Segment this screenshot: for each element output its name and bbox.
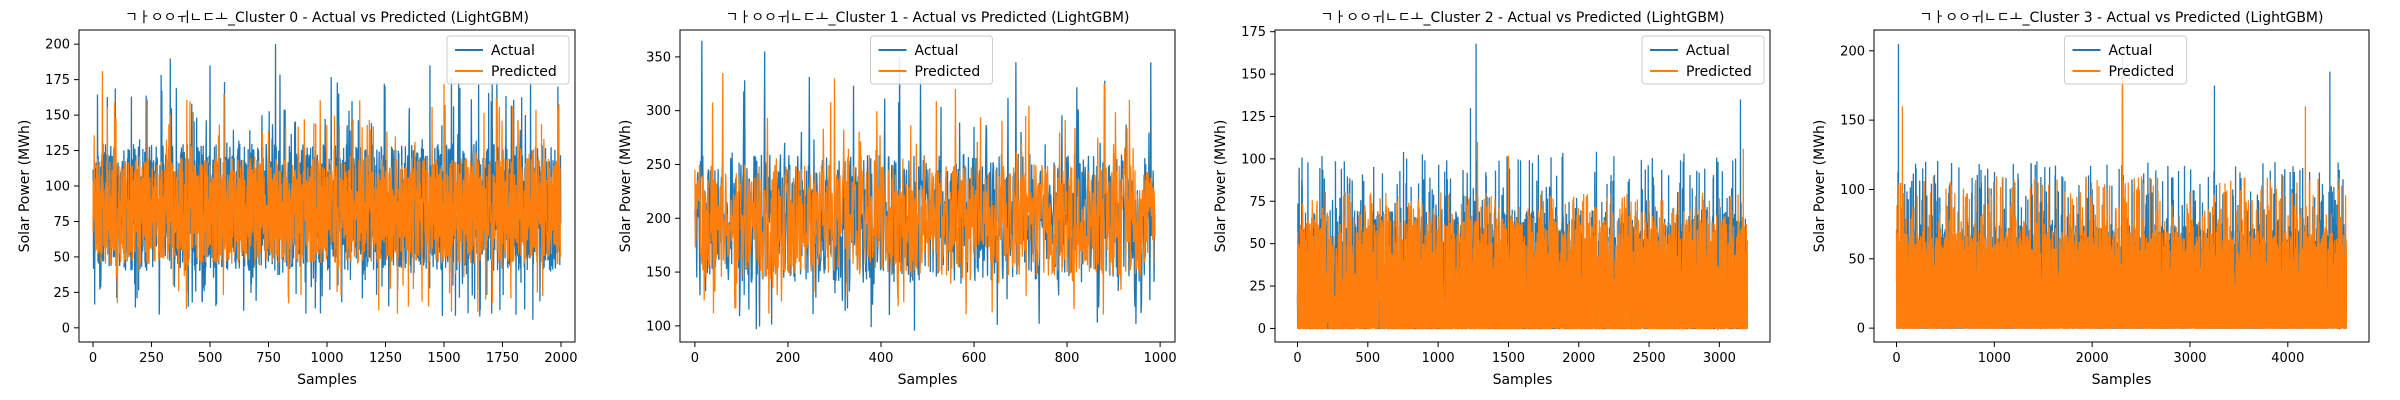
y-tick-label: 200 bbox=[45, 38, 70, 53]
y-tick-label: 25 bbox=[1249, 280, 1266, 295]
legend-label-actual: Actual bbox=[915, 43, 959, 59]
y-tick-label: 0 bbox=[1258, 322, 1266, 337]
y-tick-label: 150 bbox=[1241, 68, 1266, 83]
series-line-predicted bbox=[1296, 141, 1748, 330]
chart-title: ㄱㅏㅇㅇㅟㄴㄷㅗ_Cluster 2 - Actual vs Predicted… bbox=[1321, 10, 1725, 26]
legend-label-predicted: Predicted bbox=[915, 64, 981, 80]
axes-frame bbox=[679, 29, 1176, 343]
series-line-predicted bbox=[1895, 71, 2348, 329]
y-tick-label: 25 bbox=[53, 286, 70, 301]
y-tick-label: 125 bbox=[1241, 110, 1266, 125]
x-tick-label: 750 bbox=[256, 351, 281, 366]
x-tick-label: 500 bbox=[198, 351, 223, 366]
chart-title: ㄱㅏㅇㅇㅟㄴㄷㅗ_Cluster 1 - Actual vs Predicted… bbox=[726, 10, 1130, 26]
x-tick-label: 200 bbox=[776, 351, 801, 366]
chart-panel-2: ㄱㅏㅇㅇㅟㄴㄷㅗ_Cluster 2 - Actual vs Predicted… bbox=[1213, 10, 1771, 388]
x-axis-label: Samples bbox=[1493, 372, 1553, 388]
chart-panel-1: ㄱㅏㅇㅇㅟㄴㄷㅗ_Cluster 1 - Actual vs Predicted… bbox=[618, 10, 1177, 388]
legend-label-actual: Actual bbox=[2109, 43, 2153, 59]
x-tick-label: 1000 bbox=[1144, 351, 1177, 366]
y-tick-label: 175 bbox=[1241, 25, 1266, 40]
chart-panel-3: ㄱㅏㅇㅇㅟㄴㄷㅗ_Cluster 3 - Actual vs Predicted… bbox=[1812, 10, 2370, 388]
x-tick-label: 800 bbox=[1055, 351, 1080, 366]
x-tick-label: 0 bbox=[691, 351, 699, 366]
y-axis-label: Solar Power (MWh) bbox=[618, 120, 634, 253]
y-tick-label: 75 bbox=[53, 215, 70, 230]
x-tick-label: 1000 bbox=[310, 351, 343, 366]
x-tick-label: 0 bbox=[1892, 351, 1900, 366]
y-tick-label: 350 bbox=[646, 50, 671, 65]
y-tick-label: 150 bbox=[1840, 114, 1865, 129]
legend: Actual Predicted bbox=[870, 35, 993, 85]
x-tick-label: 3000 bbox=[1703, 351, 1736, 366]
legend-label-predicted: Predicted bbox=[1686, 64, 1752, 80]
x-tick-label: 600 bbox=[962, 351, 987, 366]
legend: Actual Predicted bbox=[446, 35, 570, 85]
y-axis-label: Solar Power (MWh) bbox=[1213, 120, 1229, 253]
y-tick-label: 250 bbox=[646, 158, 671, 173]
x-tick-label: 4000 bbox=[2271, 351, 2304, 366]
legend-label-predicted: Predicted bbox=[491, 64, 557, 80]
legend-label-actual: Actual bbox=[491, 43, 535, 59]
y-tick-label: 150 bbox=[45, 109, 70, 124]
x-tick-label: 1250 bbox=[369, 351, 402, 366]
x-axis-label: Samples bbox=[898, 372, 958, 388]
chart-title: ㄱㅏㅇㅇㅟㄴㄷㅗ_Cluster 0 - Actual vs Predicted… bbox=[125, 10, 529, 26]
x-tick-label: 400 bbox=[869, 351, 894, 366]
x-tick-label: 0 bbox=[89, 351, 97, 366]
x-tick-label: 500 bbox=[1355, 351, 1380, 366]
series-line-predicted bbox=[92, 71, 562, 314]
y-tick-label: 200 bbox=[1840, 44, 1865, 59]
x-axis-label: Samples bbox=[2092, 372, 2152, 388]
x-tick-label: 1500 bbox=[427, 351, 460, 366]
x-tick-label: 2000 bbox=[1562, 351, 1595, 366]
x-tick-label: 3000 bbox=[2173, 351, 2206, 366]
y-tick-label: 50 bbox=[1249, 237, 1266, 252]
axes-frame bbox=[1274, 29, 1771, 343]
x-tick-label: 1750 bbox=[486, 351, 519, 366]
x-tick-label: 2500 bbox=[1633, 351, 1666, 366]
legend: Actual Predicted bbox=[2064, 35, 2187, 85]
y-axis-label: Solar Power (MWh) bbox=[17, 120, 33, 253]
y-tick-label: 300 bbox=[646, 104, 671, 119]
y-tick-label: 100 bbox=[45, 180, 70, 195]
y-tick-label: 175 bbox=[45, 73, 70, 88]
x-tick-label: 250 bbox=[139, 351, 164, 366]
y-tick-label: 100 bbox=[646, 319, 671, 334]
x-tick-label: 1500 bbox=[1492, 351, 1525, 366]
y-tick-label: 200 bbox=[646, 212, 671, 227]
y-axis-label: Solar Power (MWh) bbox=[1812, 120, 1828, 253]
x-tick-label: 0 bbox=[1293, 351, 1301, 366]
y-tick-label: 0 bbox=[62, 321, 70, 336]
y-tick-label: 50 bbox=[1848, 252, 1865, 267]
y-tick-label: 100 bbox=[1840, 183, 1865, 198]
y-tick-label: 75 bbox=[1249, 195, 1266, 210]
y-tick-label: 150 bbox=[646, 266, 671, 281]
x-tick-label: 1000 bbox=[1422, 351, 1455, 366]
series-line-predicted bbox=[694, 73, 1156, 315]
x-tick-label: 2000 bbox=[2076, 351, 2109, 366]
axes-frame bbox=[1873, 29, 2370, 343]
x-tick-label: 2000 bbox=[544, 351, 577, 366]
x-axis-label: Samples bbox=[297, 372, 357, 388]
x-tick-label: 1000 bbox=[1978, 351, 2011, 366]
y-tick-label: 100 bbox=[1241, 152, 1266, 167]
chart-panel-0: ㄱㅏㅇㅇㅟㄴㄷㅗ_Cluster 0 - Actual vs Predicted… bbox=[17, 10, 578, 388]
chart-title: ㄱㅏㅇㅇㅟㄴㄷㅗ_Cluster 3 - Actual vs Predicted… bbox=[1920, 10, 2324, 26]
y-tick-label: 50 bbox=[53, 250, 70, 265]
y-tick-label: 0 bbox=[1857, 322, 1865, 337]
legend-label-actual: Actual bbox=[1686, 43, 1730, 59]
legend-label-predicted: Predicted bbox=[2109, 64, 2175, 80]
legend: Actual Predicted bbox=[1641, 35, 1765, 85]
y-tick-label: 125 bbox=[45, 144, 70, 159]
